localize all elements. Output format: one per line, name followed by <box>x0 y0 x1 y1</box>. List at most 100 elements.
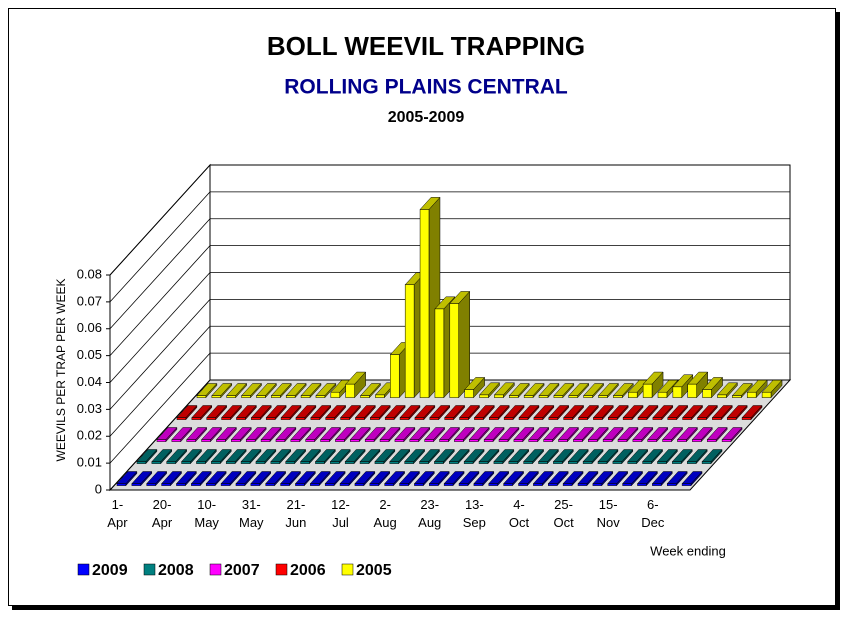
bar-front <box>414 417 425 420</box>
bar-front <box>489 417 499 420</box>
bar <box>498 426 520 443</box>
bar <box>280 404 302 421</box>
bar-front <box>568 395 578 398</box>
bar <box>761 379 783 399</box>
grid-line <box>109 299 211 410</box>
x-tick-label: 4-Oct <box>508 497 530 530</box>
bar-front <box>300 395 311 398</box>
legend-swatch <box>143 563 156 576</box>
bar-front <box>176 417 187 420</box>
bar-front <box>741 417 752 420</box>
bar-front <box>706 439 717 442</box>
bar <box>181 448 203 465</box>
bar-front <box>211 395 222 398</box>
bar-front <box>458 483 469 486</box>
bar-front <box>712 417 722 420</box>
bar <box>215 426 237 443</box>
bar-front <box>256 395 266 398</box>
bar-front <box>206 417 216 420</box>
bar <box>220 470 242 487</box>
bar <box>379 426 401 443</box>
bar-front <box>414 483 424 486</box>
bar-front <box>156 439 167 442</box>
bar <box>746 379 768 399</box>
bar-front <box>474 417 484 420</box>
x-tick-label: 12-Jul <box>331 497 350 530</box>
bar-front <box>578 417 588 420</box>
bar-front <box>161 483 171 486</box>
bar-front <box>211 461 221 464</box>
bar <box>463 448 485 465</box>
bar-front <box>166 461 176 464</box>
bar <box>265 470 287 487</box>
bar <box>359 448 381 465</box>
bar <box>211 382 233 399</box>
bar <box>517 470 540 487</box>
bar <box>175 470 197 487</box>
bar-front <box>488 483 498 486</box>
bar-front <box>384 417 395 420</box>
bar <box>394 426 416 443</box>
bar-front <box>637 417 648 420</box>
bar <box>443 470 465 487</box>
bar <box>493 382 515 399</box>
bar <box>294 470 316 487</box>
x-tick-label: 21-Jun <box>285 497 307 530</box>
bar-front <box>216 439 226 442</box>
bar-front <box>191 417 202 420</box>
bar-front <box>146 483 156 486</box>
bar <box>364 426 386 443</box>
bar <box>681 470 703 487</box>
bar-front <box>677 439 687 442</box>
bar <box>632 426 654 443</box>
bar-front <box>394 439 405 442</box>
bar-front <box>240 461 251 464</box>
bar <box>464 376 486 399</box>
bar-front <box>196 395 207 398</box>
bar <box>532 470 554 487</box>
bar-front <box>404 461 414 464</box>
bar <box>265 404 287 421</box>
bar-front <box>686 461 697 464</box>
bar-front <box>598 395 608 398</box>
bar-front <box>463 461 474 464</box>
bar-front <box>344 461 355 464</box>
bar <box>706 426 728 443</box>
bar <box>612 448 634 465</box>
legend-label: 2007 <box>224 562 260 579</box>
bar <box>721 426 743 443</box>
bar-front <box>553 461 563 464</box>
bar-front <box>702 389 712 398</box>
bar <box>418 448 441 465</box>
bar <box>398 470 421 487</box>
bar-front <box>548 417 558 420</box>
bar <box>279 470 302 487</box>
bar-front <box>617 439 628 442</box>
bar <box>682 404 704 421</box>
bar <box>399 404 421 421</box>
x-tick-label: 2-Aug <box>373 497 397 530</box>
bar <box>448 448 470 465</box>
bar-front <box>245 439 256 442</box>
bar-front <box>593 417 603 420</box>
bar-front <box>444 417 454 420</box>
bar-front <box>493 461 504 464</box>
bar-front <box>345 383 355 398</box>
bar-front <box>622 483 632 486</box>
bar <box>468 426 490 443</box>
bar-front <box>652 417 663 420</box>
grid-line <box>109 352 211 464</box>
bar-front <box>627 461 637 464</box>
bar-front <box>320 439 330 442</box>
grid-line <box>109 218 211 330</box>
bar <box>151 448 173 465</box>
bar <box>339 470 361 487</box>
bar <box>146 470 168 487</box>
bar-front <box>354 483 365 486</box>
bar <box>339 404 362 421</box>
bar <box>508 448 530 465</box>
bar-front <box>359 461 370 464</box>
bar-front <box>370 417 380 420</box>
x-axis-label: Week ending <box>650 543 726 558</box>
